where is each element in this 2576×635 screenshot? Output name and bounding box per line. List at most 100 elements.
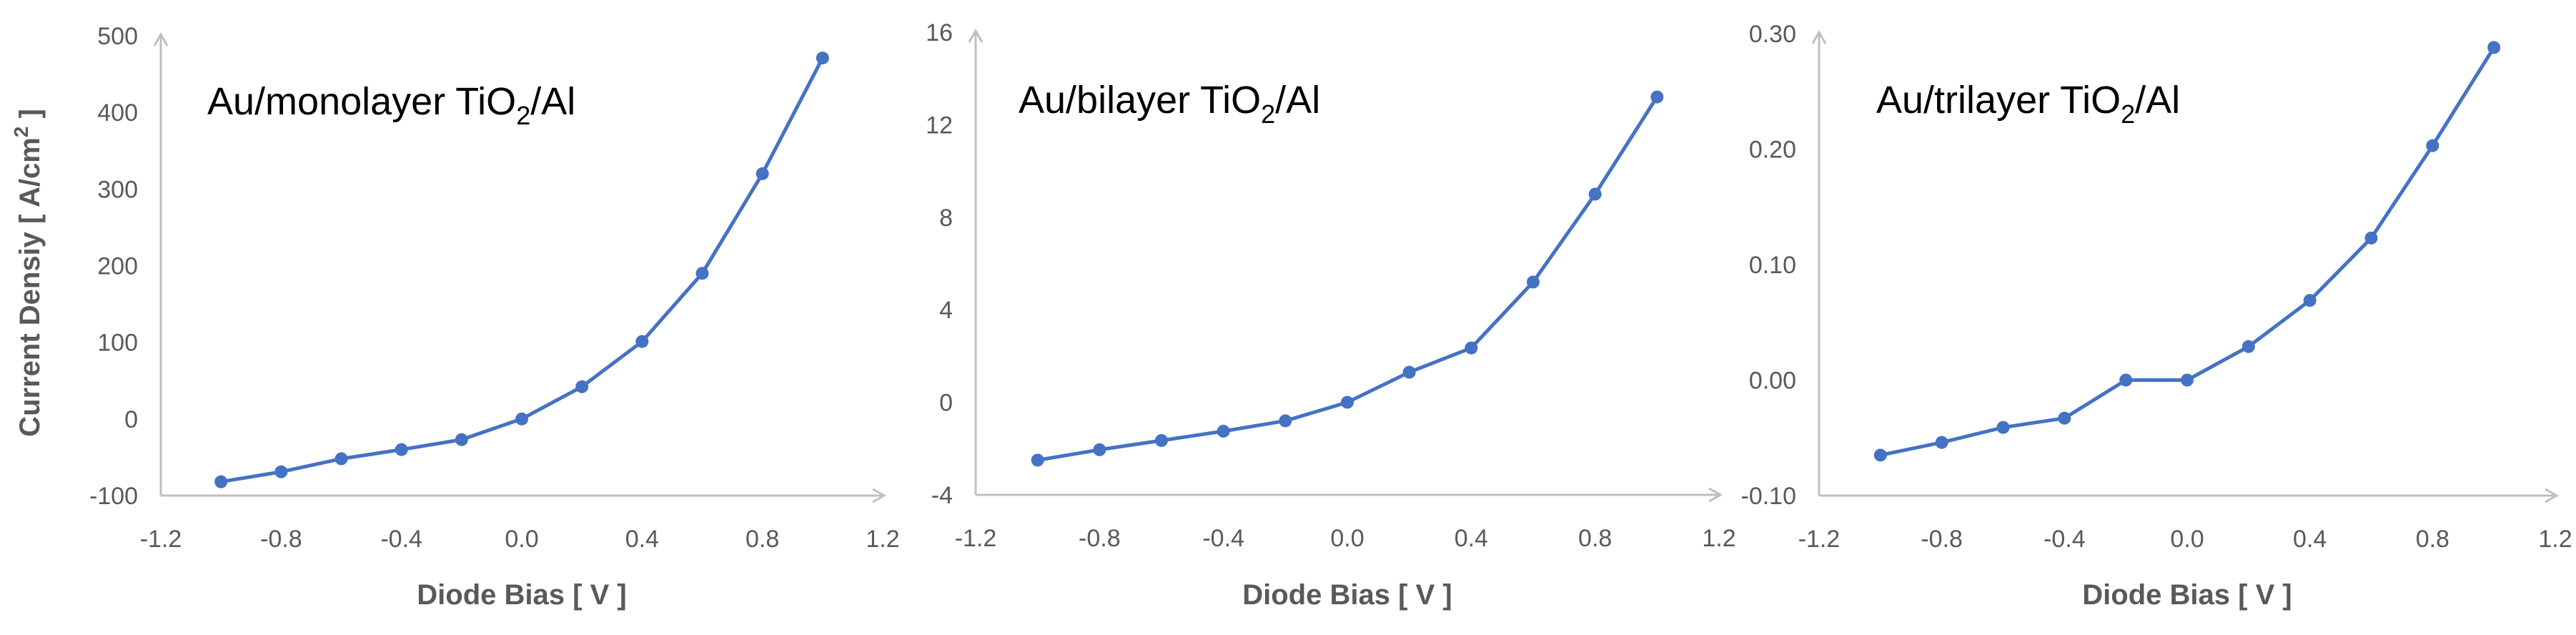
panel-title-main: Au/trilayer TiO — [1876, 79, 2121, 122]
data-point — [1935, 435, 1948, 449]
y-axis-title-superscript: 2 — [10, 127, 32, 138]
x-tick-label: -0.4 — [2044, 526, 2086, 553]
x-tick-label: 0.0 — [2170, 526, 2204, 553]
data-point — [756, 167, 769, 180]
panel-title-tail: /Al — [2135, 79, 2180, 122]
data-point — [1155, 433, 1168, 447]
data-point — [214, 475, 228, 488]
chart-panel-3: -1.2 -0.8 -0.4 0.0 0.4 0.8 1.2 -0.10 0.00 0.10 0.2… — [1741, 21, 2572, 611]
y-tick-label: 0.00 — [1749, 368, 1796, 395]
y-axis-arrow — [968, 28, 984, 43]
data-point — [1650, 90, 1664, 104]
data-point — [2241, 340, 2255, 353]
x-tick-label: -0.8 — [260, 526, 302, 553]
x-tick-label: -1.2 — [955, 525, 997, 552]
y-tick-label: 0.30 — [1749, 21, 1796, 48]
data-point — [2181, 373, 2194, 387]
data-point — [1341, 395, 1354, 409]
data-point — [2058, 411, 2071, 425]
data-point — [1465, 341, 1478, 355]
data-point — [816, 51, 829, 65]
y-tick-label: 300 — [97, 176, 138, 203]
x-tick-label: 0.8 — [745, 526, 779, 553]
panel-title: Au/monolayer TiO2/Al — [207, 80, 575, 130]
y-tick-label: -4 — [931, 482, 953, 509]
data-point — [635, 335, 649, 348]
data-point — [1279, 414, 1292, 428]
y-tick-label: 500 — [97, 23, 138, 50]
x-tick-label: -0.4 — [1202, 525, 1244, 552]
x-tick-label: 0.0 — [1330, 525, 1364, 552]
y-tick-label: -0.10 — [1741, 483, 1797, 510]
x-axis-title: Diode Bias [ V ] — [417, 579, 626, 611]
y-tick-label: 16 — [926, 19, 953, 46]
data-point — [1527, 275, 1540, 289]
chart-panel-1: -1.2 -0.8 -0.4 0.0 0.4 0.8 1.2 -100 0 100 200 300 40… — [10, 23, 900, 611]
data-point — [2303, 294, 2317, 307]
x-tick-label: 0.4 — [2293, 526, 2327, 553]
data-point — [1588, 187, 1602, 201]
x-tick-label: 1.2 — [866, 526, 899, 553]
data-point — [1093, 443, 1106, 456]
y-tick-label: 8 — [939, 205, 953, 232]
y-axis-title-main: Current Densiy [ A/cm — [14, 137, 46, 437]
y-tick-label: 0.10 — [1749, 252, 1796, 279]
y-tick-label: 200 — [97, 253, 138, 280]
data-point — [395, 443, 408, 456]
y-axis-title-tail: ] — [14, 109, 46, 126]
y-tick-label: 400 — [97, 99, 138, 127]
y-axis-arrow — [1811, 29, 1827, 44]
data-point — [2426, 139, 2439, 152]
y-tick-label: 4 — [939, 297, 953, 324]
x-axis-arrow — [2545, 488, 2560, 503]
x-tick-label: -1.2 — [140, 526, 182, 553]
x-tick-label: -0.8 — [1079, 525, 1121, 552]
x-tick-label: 0.4 — [625, 526, 659, 553]
data-point — [1217, 425, 1230, 438]
data-point — [2119, 373, 2133, 387]
panel-title-subscript: 2 — [1261, 99, 1275, 129]
x-tick-label: -0.8 — [1921, 526, 1963, 553]
data-point — [1402, 365, 1416, 379]
y-tick-label: 0.20 — [1749, 137, 1796, 164]
data-point — [575, 380, 589, 393]
panel-title-tail: /Al — [1275, 79, 1320, 122]
y-axis-title: Current Densiy [ A/cm2 ] — [10, 109, 46, 437]
panel-title: Au/bilayer TiO2/Al — [1019, 79, 1320, 129]
x-tick-label: 0.4 — [1455, 525, 1488, 552]
panel-title-subscript: 2 — [2121, 99, 2135, 129]
panel-title-subscript: 2 — [516, 101, 530, 130]
data-point — [1873, 448, 1887, 462]
data-point — [1996, 420, 2010, 434]
x-tick-label: 1.2 — [1702, 525, 1735, 552]
x-axis-arrow — [1708, 487, 1723, 503]
chart-panel-2: -1.2 -0.8 -0.4 0.0 0.4 0.8 1.2 -4 0 4 8 12 16 Diode B… — [926, 19, 1735, 611]
y-tick-label: 12 — [926, 112, 953, 139]
x-axis-title: Diode Bias [ V ] — [2082, 579, 2292, 611]
x-axis-arrow — [872, 488, 887, 503]
data-point — [695, 267, 709, 280]
x-axis-title: Diode Bias [ V ] — [1242, 579, 1452, 611]
x-tick-label: 1.2 — [2538, 526, 2572, 553]
data-point — [335, 452, 348, 466]
data-point — [2487, 41, 2501, 54]
y-axis-arrow — [153, 31, 169, 46]
data-point — [1031, 453, 1044, 467]
x-tick-label: 0.8 — [2416, 526, 2449, 553]
panel-title-tail: /Al — [530, 80, 575, 123]
x-tick-label: -1.2 — [1798, 526, 1841, 553]
x-tick-label: 0.8 — [1578, 525, 1612, 552]
y-tick-label: 0 — [939, 390, 953, 417]
data-point — [2364, 231, 2378, 245]
y-tick-label: 100 — [97, 330, 138, 357]
panel-title-main: Au/monolayer TiO — [207, 80, 516, 123]
y-tick-label: -100 — [89, 483, 138, 510]
x-tick-label: -0.4 — [380, 526, 422, 553]
y-tick-label: 0 — [124, 406, 138, 433]
x-tick-label: 0.0 — [505, 526, 538, 553]
data-point — [515, 412, 528, 425]
panel-title-main: Au/bilayer TiO — [1019, 79, 1261, 122]
data-point — [455, 433, 468, 446]
panel-title: Au/trilayer TiO2/Al — [1876, 79, 2180, 129]
